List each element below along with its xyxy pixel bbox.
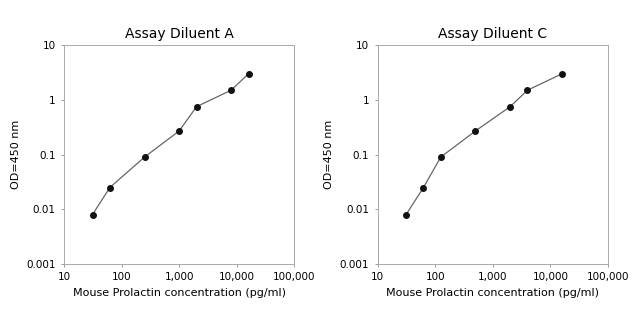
- Y-axis label: OD=450 nm: OD=450 nm: [11, 120, 20, 189]
- X-axis label: Mouse Prolactin concentration (pg/ml): Mouse Prolactin concentration (pg/ml): [73, 288, 285, 298]
- Title: Assay Diluent A: Assay Diluent A: [125, 27, 234, 41]
- Y-axis label: OD=450 nm: OD=450 nm: [324, 120, 334, 189]
- X-axis label: Mouse Prolactin concentration (pg/ml): Mouse Prolactin concentration (pg/ml): [387, 288, 599, 298]
- Title: Assay Diluent C: Assay Diluent C: [438, 27, 547, 41]
